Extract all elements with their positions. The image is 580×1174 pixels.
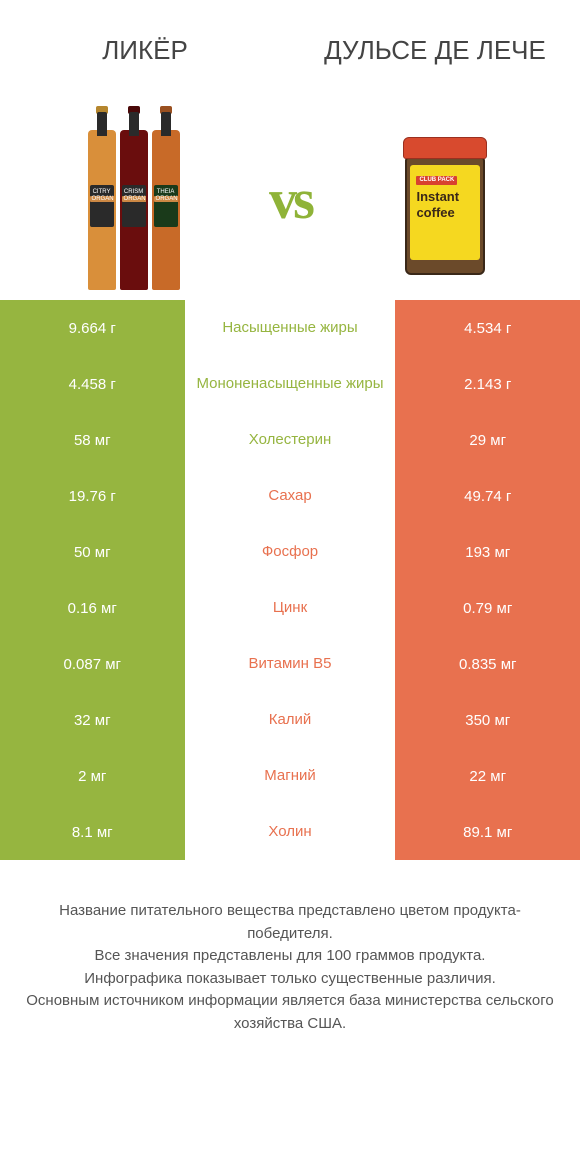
- value-left: 2 мг: [0, 748, 185, 804]
- value-right: 193 мг: [395, 524, 580, 580]
- value-left: 9.664 г: [0, 300, 185, 356]
- table-row: 19.76 г Сахар 49.74 г: [0, 468, 580, 524]
- value-right: 29 мг: [395, 412, 580, 468]
- value-left: 4.458 г: [0, 356, 185, 412]
- value-right: 4.534 г: [395, 300, 580, 356]
- nutrient-label: Холестерин: [185, 412, 396, 468]
- table-row: 8.1 мг Холин 89.1 мг: [0, 804, 580, 860]
- table-row: 0.16 мг Цинк 0.79 мг: [0, 580, 580, 636]
- value-right: 0.835 мг: [395, 636, 580, 692]
- nutrient-label: Витамин B5: [185, 636, 396, 692]
- jar-label: CLUB PACK Instant coffee: [410, 165, 480, 260]
- header-row: ЛИКЁР ДУЛЬСЕ ДЕ ЛЕЧЕ: [0, 0, 580, 100]
- nutrient-label: Холин: [185, 804, 396, 860]
- images-row: CITRYORGANICCRISMORGANICTHEIAORGANIC vs …: [0, 100, 580, 300]
- value-left: 32 мг: [0, 692, 185, 748]
- value-right: 2.143 г: [395, 356, 580, 412]
- product-right-image: CLUB PACK Instant coffee: [311, 125, 580, 275]
- jar-lid: [403, 137, 487, 159]
- value-left: 8.1 мг: [0, 804, 185, 860]
- title-left: ЛИКЁР: [0, 15, 290, 86]
- nutrient-label: Сахар: [185, 468, 396, 524]
- table-row: 2 мг Магний 22 мг: [0, 748, 580, 804]
- value-left: 50 мг: [0, 524, 185, 580]
- vs-badge: vs: [269, 168, 311, 232]
- value-left: 19.76 г: [0, 468, 185, 524]
- bottle-icon: CITRYORGANIC: [88, 130, 116, 290]
- value-right: 89.1 мг: [395, 804, 580, 860]
- nutrient-label: Магний: [185, 748, 396, 804]
- value-right: 350 мг: [395, 692, 580, 748]
- bottle-icon: CRISMORGANIC: [120, 130, 148, 290]
- title-right: ДУЛЬСЕ ДЕ ЛЕЧЕ: [290, 15, 580, 86]
- value-right: 49.74 г: [395, 468, 580, 524]
- table-row: 32 мг Калий 350 мг: [0, 692, 580, 748]
- nutrient-label: Насыщенные жиры: [185, 300, 396, 356]
- footer-notes: Название питательного вещества представл…: [0, 860, 580, 1055]
- value-left: 58 мг: [0, 412, 185, 468]
- bottle-icon: THEIAORGANIC: [152, 130, 180, 290]
- nutrient-label: Цинк: [185, 580, 396, 636]
- value-left: 0.087 мг: [0, 636, 185, 692]
- table-row: 9.664 г Насыщенные жиры 4.534 г: [0, 300, 580, 356]
- table-row: 4.458 г Мононенасыщенные жиры 2.143 г: [0, 356, 580, 412]
- comparison-table: 9.664 г Насыщенные жиры 4.534 г 4.458 г …: [0, 300, 580, 860]
- value-left: 0.16 мг: [0, 580, 185, 636]
- nutrient-label: Калий: [185, 692, 396, 748]
- nutrient-label: Фосфор: [185, 524, 396, 580]
- footer-line: Все значения представлены для 100 граммо…: [20, 945, 560, 968]
- footer-line: Инфографика показывает только существенн…: [20, 968, 560, 991]
- footer-line: Название питательного вещества представл…: [20, 900, 560, 945]
- table-row: 0.087 мг Витамин B5 0.835 мг: [0, 636, 580, 692]
- value-right: 22 мг: [395, 748, 580, 804]
- table-row: 58 мг Холестерин 29 мг: [0, 412, 580, 468]
- nutrient-label: Мононенасыщенные жиры: [185, 356, 396, 412]
- table-row: 50 мг Фосфор 193 мг: [0, 524, 580, 580]
- value-right: 0.79 мг: [395, 580, 580, 636]
- product-left-image: CITRYORGANICCRISMORGANICTHEIAORGANIC: [0, 110, 269, 290]
- footer-line: Основным источником информации является …: [20, 990, 560, 1035]
